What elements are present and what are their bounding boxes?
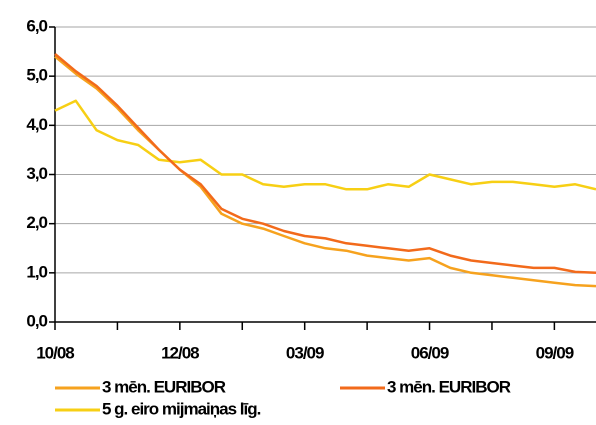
legend-label: 3 mēn. EURIBOR: [102, 377, 226, 396]
x-tick-label: 09/09: [536, 343, 574, 362]
y-tick-label: 1,0: [26, 262, 47, 281]
series-line: [54, 99, 596, 191]
legend-label: 3 mēn. EURIBOR: [387, 377, 511, 396]
legend-label: 5 g. eiro mijmaiņas līg.: [102, 399, 261, 418]
y-tick-label: 6,0: [26, 16, 47, 35]
x-tick-label: 06/09: [411, 343, 449, 362]
y-tick-label: 0,0: [26, 311, 47, 330]
y-tick-label: 5,0: [26, 66, 47, 85]
x-tick-label: 03/09: [286, 343, 324, 362]
y-tick-label: 4,0: [26, 115, 47, 134]
series-line: [54, 53, 596, 275]
y-tick-label: 2,0: [26, 213, 47, 232]
x-tick-label: 12/08: [161, 343, 199, 362]
y-tick-label: 3,0: [26, 164, 47, 183]
x-tick-label: 10/08: [36, 343, 74, 362]
series-line: [54, 55, 596, 288]
